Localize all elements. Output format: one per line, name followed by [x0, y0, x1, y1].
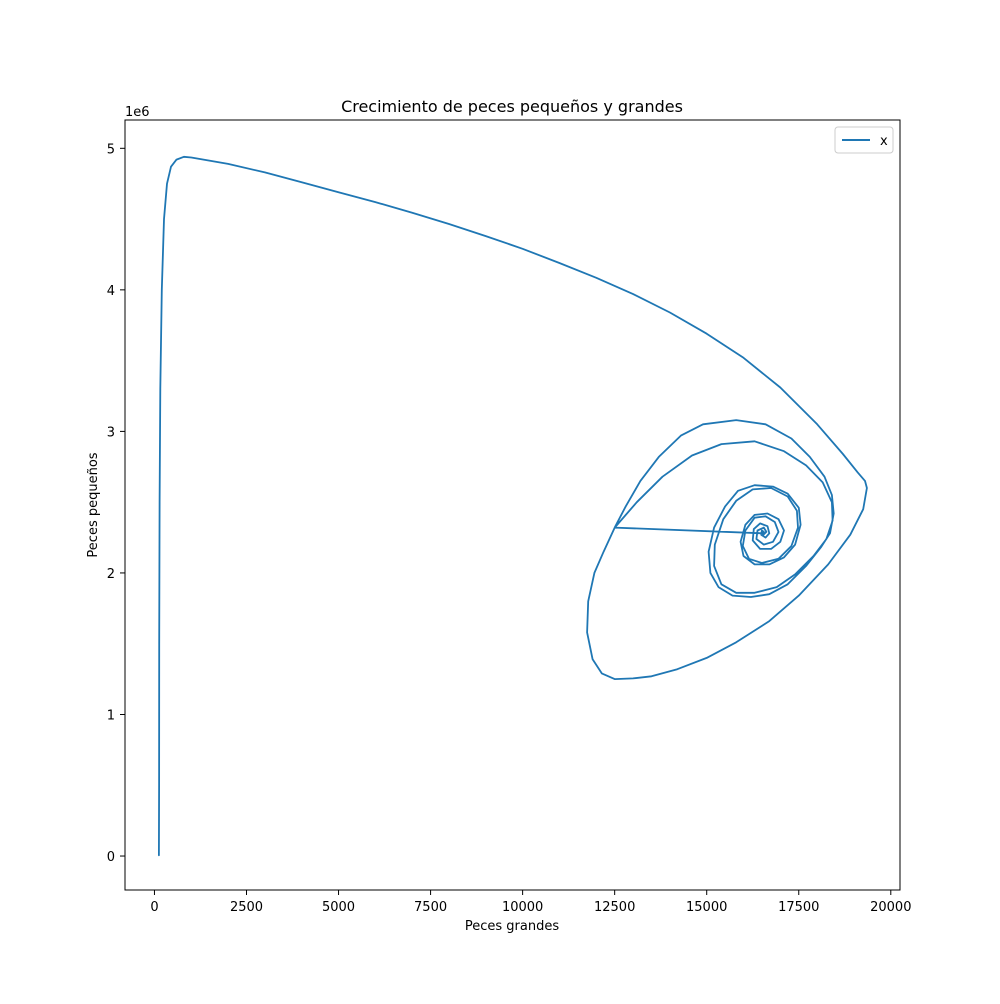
y-tick-label: 1: [107, 708, 115, 723]
x-tick-label: 15000: [686, 900, 727, 915]
plot-area: [158, 155, 868, 857]
x-axis-label: Peces grandes: [465, 919, 559, 934]
x-tick-label: 12500: [594, 900, 635, 915]
x-tick-label: 17500: [778, 900, 819, 915]
y-tick-label: 5: [107, 142, 115, 157]
y-tick-label: 2: [107, 567, 115, 582]
y-axis-offset-label: 1e6: [125, 105, 150, 120]
plot-frame: [124, 119, 901, 891]
series-line-x: [158, 155, 868, 857]
legend-label-x: x: [880, 134, 888, 149]
y-tick-label: 4: [107, 284, 115, 299]
chart-title: Crecimiento de peces pequeños y grandes: [341, 97, 683, 116]
x-tick-label: 5000: [322, 900, 355, 915]
y-axis-label: Peces pequeños: [86, 452, 101, 557]
legend: x: [834, 126, 894, 154]
x-tick-label: 0: [150, 900, 158, 915]
x-tick-label: 20000: [870, 900, 911, 915]
x-tick-label: 10000: [502, 900, 543, 915]
y-tick-label: 0: [107, 850, 115, 865]
x-tick-label: 7500: [414, 900, 447, 915]
y-tick-label: 3: [107, 425, 115, 440]
y-axis-ticks: 0 1 2 3 4 5: [107, 142, 125, 865]
x-tick-label: 2500: [230, 900, 263, 915]
x-axis-ticks: 0 2500 5000 7500 10000 12500 15000 17500 20000: [150, 890, 911, 915]
